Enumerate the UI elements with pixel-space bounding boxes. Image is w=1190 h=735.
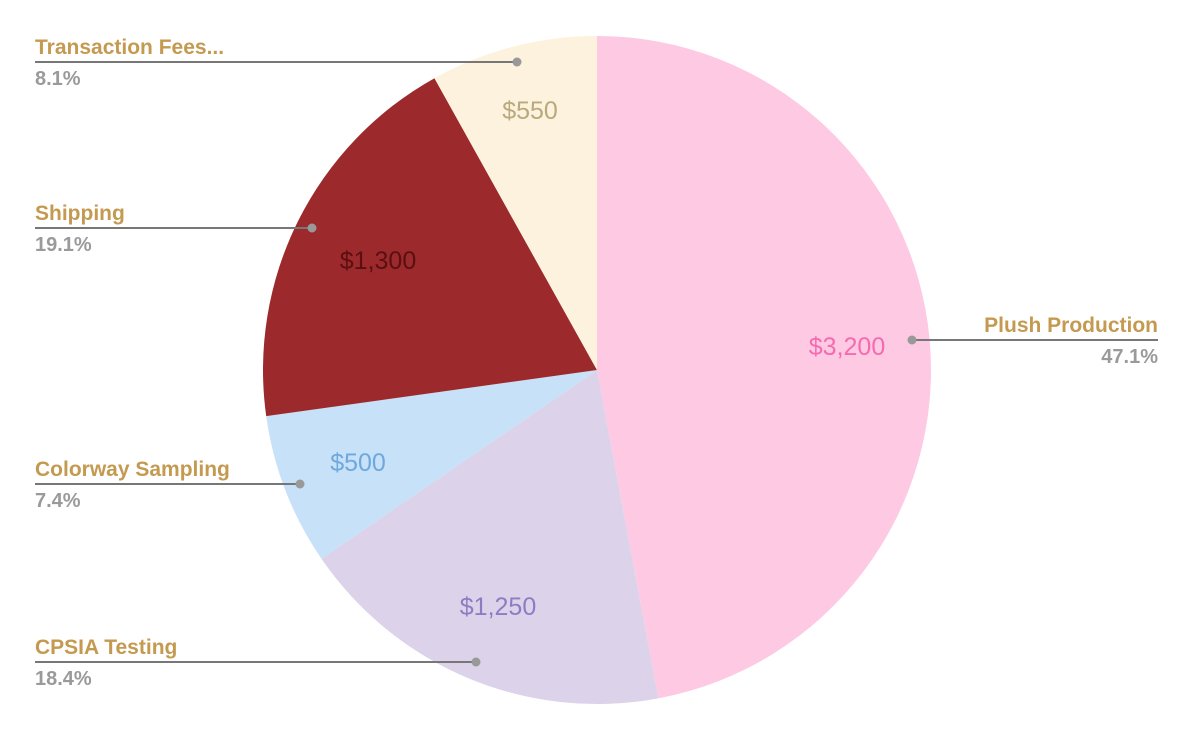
- labels: $3,200 Plush Production 47.1% $1,250 CPSIA T…: [35, 36, 1158, 690]
- callout-dot-cpsia-testing: [471, 657, 481, 667]
- callout-dot-colorway-sampling: [295, 479, 305, 489]
- slice-colorway-sampling: [266, 370, 597, 559]
- slice-name-shipping: Shipping: [35, 202, 125, 225]
- slice-name-plush-production: Plush Production: [984, 314, 1158, 337]
- slice-transaction-fees: [434, 36, 597, 370]
- slices: [263, 36, 932, 704]
- slice-shipping: [263, 78, 597, 417]
- slice-name-colorway-sampling: Colorway Sampling: [35, 458, 230, 481]
- slice-name-cpsia-testing: CPSIA Testing: [35, 636, 177, 659]
- value-label-transaction-fees: $550: [502, 97, 558, 125]
- slice-percent-transaction-fees: 8.1%: [35, 68, 81, 90]
- value-label-shipping: $1,300: [340, 247, 416, 275]
- slice-percent-shipping: 19.1%: [35, 234, 92, 256]
- slice-percent-plush-production: 47.1%: [1101, 346, 1158, 368]
- slice-percent-colorway-sampling: 7.4%: [35, 490, 81, 512]
- slice-percent-cpsia-testing: 18.4%: [35, 668, 92, 690]
- callout-dot-shipping: [307, 223, 317, 233]
- slice-plush-production: [597, 36, 932, 699]
- value-label-plush-production: $3,200: [809, 333, 885, 361]
- value-label-colorway-sampling: $500: [330, 449, 386, 477]
- slice-cpsia-testing: [321, 370, 659, 704]
- value-label-cpsia-testing: $1,250: [460, 593, 536, 621]
- slice-name-transaction-fees: Transaction Fees...: [35, 36, 224, 59]
- callout-dot-plush-production: [907, 335, 917, 345]
- callout-dot-transaction-fees: [512, 57, 522, 67]
